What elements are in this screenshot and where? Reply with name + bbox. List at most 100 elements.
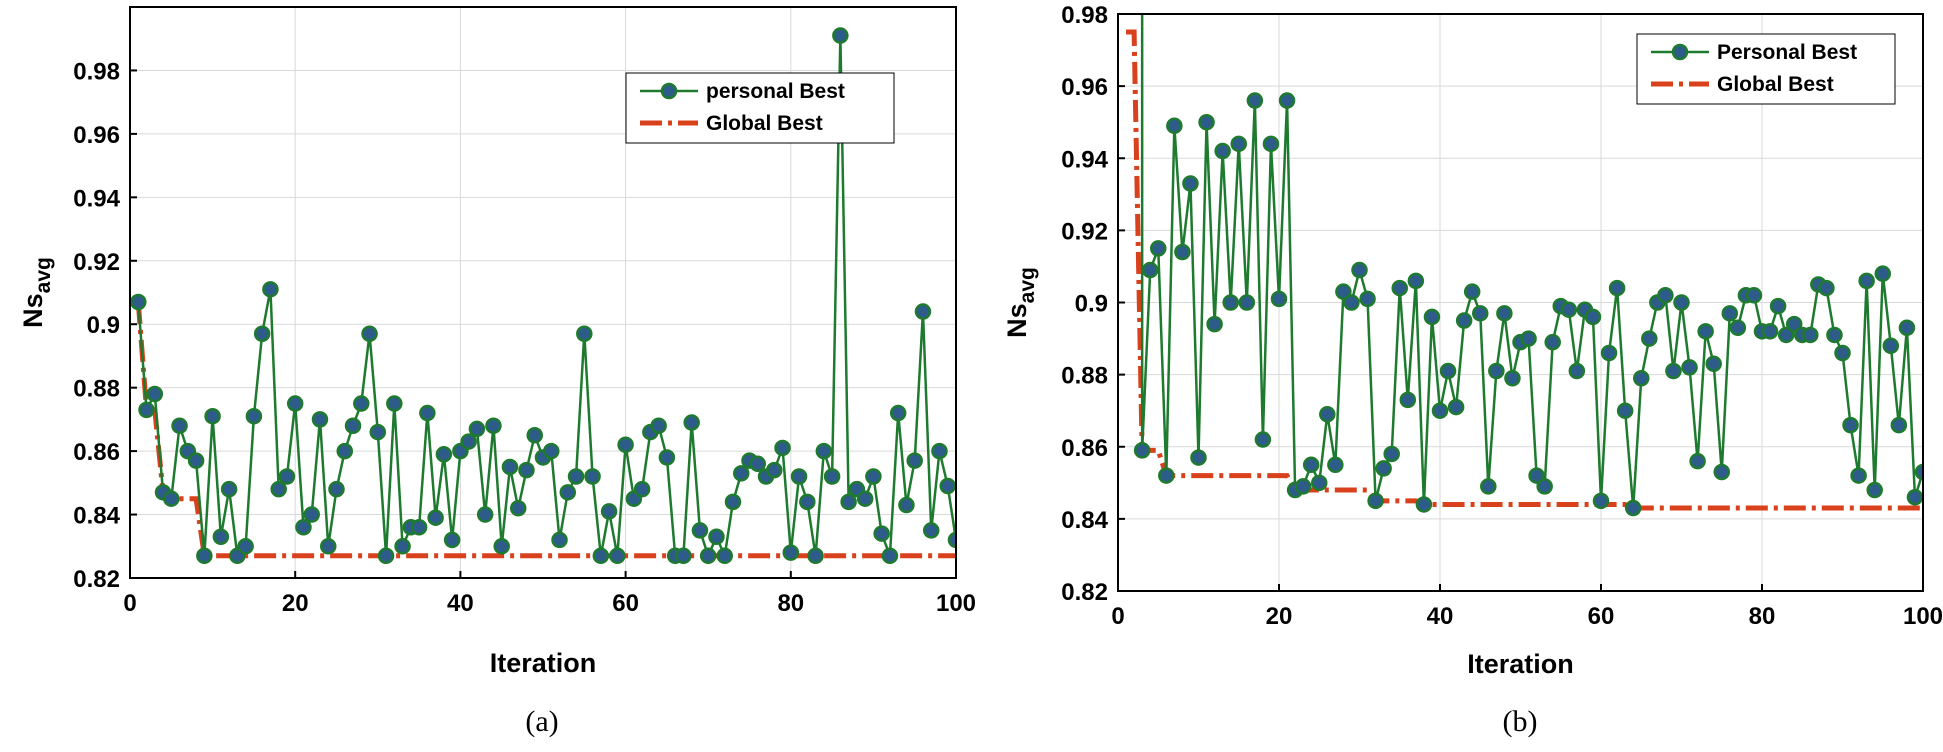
personal-best-point: [881, 547, 899, 565]
personal-best-point: [1761, 323, 1779, 340]
personal-best-point: [1592, 492, 1610, 510]
personal-best-point: [922, 522, 940, 539]
personal-best-point: [1415, 496, 1433, 513]
personal-best-point: [286, 395, 304, 412]
y-tick-label: 0.82: [73, 566, 120, 593]
x-axis-title-b: Iteration: [1467, 649, 1574, 679]
personal-best-point: [1214, 142, 1231, 160]
personal-best-point: [807, 547, 824, 565]
personal-best-point: [369, 423, 387, 441]
personal-best-point: [1278, 92, 1296, 109]
x-tick-label: 80: [777, 590, 804, 617]
personal-best-point: [1657, 287, 1674, 304]
personal-best-point: [1624, 499, 1642, 517]
personal-best-point: [1874, 265, 1891, 282]
personal-best-point: [361, 325, 378, 342]
personal-best-point: [1834, 344, 1851, 362]
x-tick-label: 60: [612, 590, 639, 617]
personal-best-point: [1222, 294, 1239, 311]
personal-best-point: [1270, 290, 1288, 308]
personal-best-point: [501, 458, 519, 476]
personal-best-point: [633, 480, 651, 498]
personal-best-point: [889, 404, 907, 422]
personal-best-point: [1359, 290, 1376, 308]
caption-a: (a): [525, 705, 558, 738]
personal-best-point: [1729, 319, 1747, 336]
personal-best-point: [1480, 478, 1497, 495]
personal-best-point: [386, 395, 403, 412]
personal-best-point: [724, 493, 742, 511]
y-tick-label: 0.96: [1061, 74, 1108, 101]
y-axis-title-base: Ns: [1002, 303, 1032, 338]
personal-best-point: [675, 547, 692, 565]
y-tick-label: 0.82: [1061, 579, 1108, 606]
personal-best-point: [1721, 305, 1739, 322]
personal-best-point: [1383, 445, 1400, 463]
personal-best-point: [303, 506, 320, 523]
personal-best-point: [1190, 449, 1207, 466]
personal-best-point: [898, 496, 915, 514]
x-axis-a: 0 20 40 60 80 100: [123, 571, 976, 617]
personal-best-point: [1906, 488, 1923, 506]
personal-best-point: [1262, 135, 1280, 153]
y-tick-label: 0.94: [1061, 146, 1108, 173]
personal-best-point: [1641, 330, 1658, 347]
personal-best-point: [1745, 287, 1763, 304]
personal-best-point: [1568, 362, 1586, 380]
y-axis-title-subscript: avg: [1016, 267, 1039, 303]
personal-best-point: [1826, 326, 1843, 344]
x-tick-label: 0: [1111, 603, 1124, 630]
personal-best-point: [650, 417, 667, 434]
personal-best-point: [799, 493, 816, 511]
personal-best-point: [914, 303, 932, 320]
personal-best-point: [1463, 283, 1481, 300]
personal-best-point: [468, 420, 486, 438]
personal-best-point: [138, 401, 155, 419]
personal-best-point: [1584, 308, 1602, 326]
personal-best-point: [1608, 279, 1626, 297]
y-tick-label: 0.86: [1061, 435, 1108, 462]
y-tick-label: 0.86: [73, 439, 120, 466]
personal-best-point: [1842, 416, 1859, 434]
personal-best-point: [1705, 355, 1722, 373]
personal-best-point: [435, 446, 453, 463]
personal-best-point: [1166, 117, 1183, 135]
personal-best-point: [1496, 305, 1513, 322]
legend-global-label: Global Best: [1717, 73, 1834, 96]
personal-best-point: [782, 544, 800, 561]
personal-best-point: [1528, 467, 1545, 484]
personal-best-point: [1182, 175, 1199, 192]
personal-best-point: [443, 531, 461, 549]
personal-best-point: [1713, 463, 1730, 481]
global-best-line-a: [135, 301, 956, 559]
personal-best-point: [576, 325, 593, 342]
personal-best-point: [1174, 243, 1191, 261]
chart-panel-a: 0 20 40 60 80 1000.820.840.860.880.90.920.940…: [18, 6, 976, 738]
personal-best-point: [1447, 398, 1465, 416]
y-axis-title-base: Ns: [18, 293, 48, 328]
personal-best-point: [1351, 261, 1368, 279]
y-tick-label: 0.9: [87, 312, 120, 339]
personal-best-point: [774, 439, 791, 457]
y-tick-label: 0.94: [73, 185, 120, 212]
personal-best-point: [526, 427, 543, 444]
personal-best-point: [1294, 478, 1312, 495]
legend-a: personal Best Global Best: [625, 72, 895, 144]
personal-best-point: [865, 468, 882, 485]
personal-best-point: [716, 547, 733, 565]
y-axis-title-a: Nsavg: [18, 257, 55, 328]
personal-best-point: [708, 528, 725, 546]
personal-best-point: [1423, 308, 1441, 326]
personal-best-point: [245, 407, 263, 425]
grid-a: [129, 7, 957, 579]
personal-best-point: [1150, 240, 1167, 257]
personal-best-point: [187, 452, 205, 469]
personal-best-point: [617, 436, 634, 454]
personal-best-point: [1560, 301, 1578, 318]
x-tick-label: 40: [447, 590, 474, 617]
personal-best-point: [394, 538, 411, 555]
personal-best-point: [518, 461, 535, 479]
personal-best-point: [1689, 452, 1706, 470]
x-tick-label: 100: [936, 590, 976, 617]
